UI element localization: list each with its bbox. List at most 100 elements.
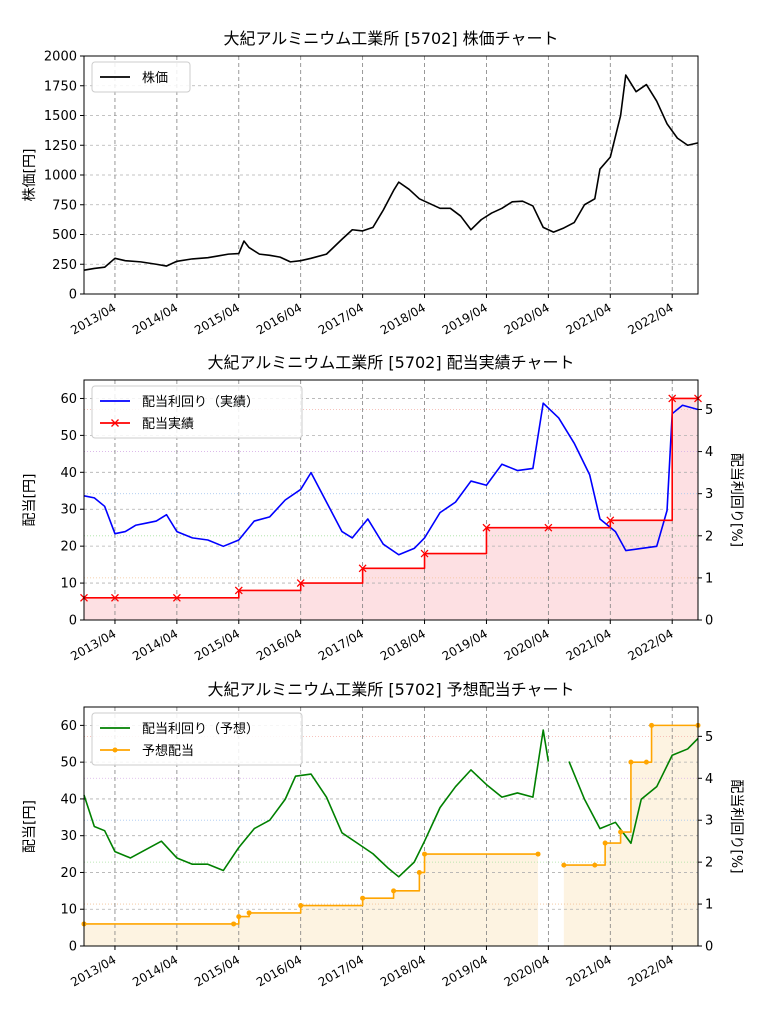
data-point-marker (172, 593, 181, 602)
y-tick-label: 0 (69, 614, 77, 629)
x-tick-label: 2017/04 (316, 626, 366, 663)
plot-frame (83, 379, 699, 621)
y-tick-label: 0 (69, 940, 77, 955)
data-point-marker (482, 523, 491, 532)
area-fill (84, 398, 698, 620)
y-tick-label-right: 0 (705, 940, 713, 955)
legend-marker (111, 419, 119, 427)
legend-label: 株価 (142, 71, 168, 86)
data-point-marker (668, 394, 677, 403)
data-point-marker (592, 862, 598, 868)
x-tick-label: 2015/04 (192, 300, 242, 337)
y-tick-label: 40 (60, 466, 77, 481)
y-tick-label-right: 5 (705, 403, 713, 418)
series-line-0 (568, 737, 699, 845)
series-line-0 (83, 729, 550, 878)
y-tick-label-right: 1 (705, 571, 713, 586)
y-tick-label: 20 (60, 866, 77, 881)
data-point-marker (234, 586, 243, 595)
chart-title: 大紀アルミニウム工業所 [5702] 配当実績チャート (207, 353, 574, 372)
y-tick-label: 40 (60, 792, 77, 807)
y-tick-label: 1500 (44, 109, 77, 124)
y-tick-label: 1250 (44, 139, 77, 154)
x-tick-label: 2016/04 (254, 626, 304, 663)
y-tick-label: 2000 (44, 50, 77, 65)
data-point-marker (391, 888, 397, 894)
x-tick-label: 2022/04 (626, 952, 676, 989)
y-axis-label: 株価[円] (22, 149, 38, 202)
x-tick-label: 2019/04 (440, 952, 490, 989)
y-axis-label-right: 配当利回り[%] (728, 453, 744, 547)
legend-label: 予想配当 (142, 743, 194, 759)
x-tick-label: 2020/04 (502, 300, 552, 337)
x-tick-label: 2018/04 (378, 300, 428, 337)
y-tick-label-right: 4 (705, 772, 713, 787)
y-tick-label: 50 (60, 756, 77, 771)
data-point-marker (422, 851, 428, 857)
x-tick-label: 2017/04 (316, 952, 366, 989)
x-tick-label: 2015/04 (192, 952, 242, 989)
y-tick-label: 250 (52, 258, 77, 273)
y-tick-label: 0 (69, 288, 77, 303)
y-tick-label: 1000 (44, 169, 77, 184)
y-tick-label-right: 2 (705, 856, 713, 871)
x-tick-label: 2016/04 (254, 952, 304, 989)
y-tick-label: 60 (60, 392, 77, 407)
x-tick-label: 2019/04 (440, 626, 490, 663)
x-tick-label: 2019/04 (440, 300, 490, 337)
x-tick-label: 2014/04 (130, 952, 180, 989)
y-tick-label-right: 5 (705, 730, 713, 745)
data-point-marker (628, 759, 634, 765)
y-tick-label: 60 (60, 719, 77, 734)
y-tick-label-right: 2 (705, 529, 713, 544)
x-tick-label: 2013/04 (68, 952, 118, 989)
x-tick-label: 2018/04 (378, 952, 428, 989)
legend-label: 配当利回り（予想） (142, 721, 259, 737)
legend-label: 配当利回り（実績） (142, 394, 259, 410)
data-point-marker (110, 593, 119, 602)
y-tick-label: 30 (60, 503, 77, 518)
chart-panel-3 (80, 706, 702, 950)
data-point-marker (561, 862, 567, 868)
legend-marker (112, 747, 118, 753)
x-tick-label: 2022/04 (626, 300, 676, 337)
data-point-marker (602, 840, 608, 846)
data-point-marker (296, 579, 305, 588)
series-line-0 (83, 74, 699, 271)
data-point-marker (231, 921, 237, 927)
legend-box (91, 61, 191, 93)
data-point-marker (420, 549, 429, 558)
data-point-marker (358, 564, 367, 573)
y-tick-label: 750 (52, 198, 77, 213)
y-tick-label: 1750 (44, 79, 77, 94)
data-point-marker (236, 914, 242, 920)
legend-label: 配当実績 (142, 416, 194, 432)
data-point-marker (606, 516, 615, 525)
chart-panel-2 (80, 379, 702, 624)
x-tick-label: 2016/04 (254, 300, 304, 337)
x-tick-label: 2013/04 (68, 300, 118, 337)
x-tick-label: 2020/04 (502, 952, 552, 989)
data-point-marker (360, 895, 366, 901)
x-tick-label: 2021/04 (564, 952, 614, 989)
x-tick-label: 2014/04 (130, 626, 180, 663)
x-tick-label: 2021/04 (564, 626, 614, 663)
x-tick-label: 2017/04 (316, 300, 366, 337)
area-fill (84, 854, 539, 946)
x-tick-label: 2022/04 (626, 626, 676, 663)
data-point-marker (618, 829, 624, 835)
y-tick-label-right: 1 (705, 898, 713, 913)
data-point-marker (643, 759, 649, 765)
data-point-marker (535, 851, 541, 857)
y-tick-label: 10 (60, 577, 77, 592)
x-tick-label: 2021/04 (564, 300, 614, 337)
series-line-0 (83, 402, 699, 556)
y-axis-label: 配当[円] (22, 474, 38, 527)
x-tick-label: 2015/04 (192, 626, 242, 663)
y-tick-label: 50 (60, 429, 77, 444)
data-point-marker (544, 523, 553, 532)
y-axis-label: 配当[円] (22, 800, 38, 853)
chart-panel-1 (80, 55, 699, 298)
